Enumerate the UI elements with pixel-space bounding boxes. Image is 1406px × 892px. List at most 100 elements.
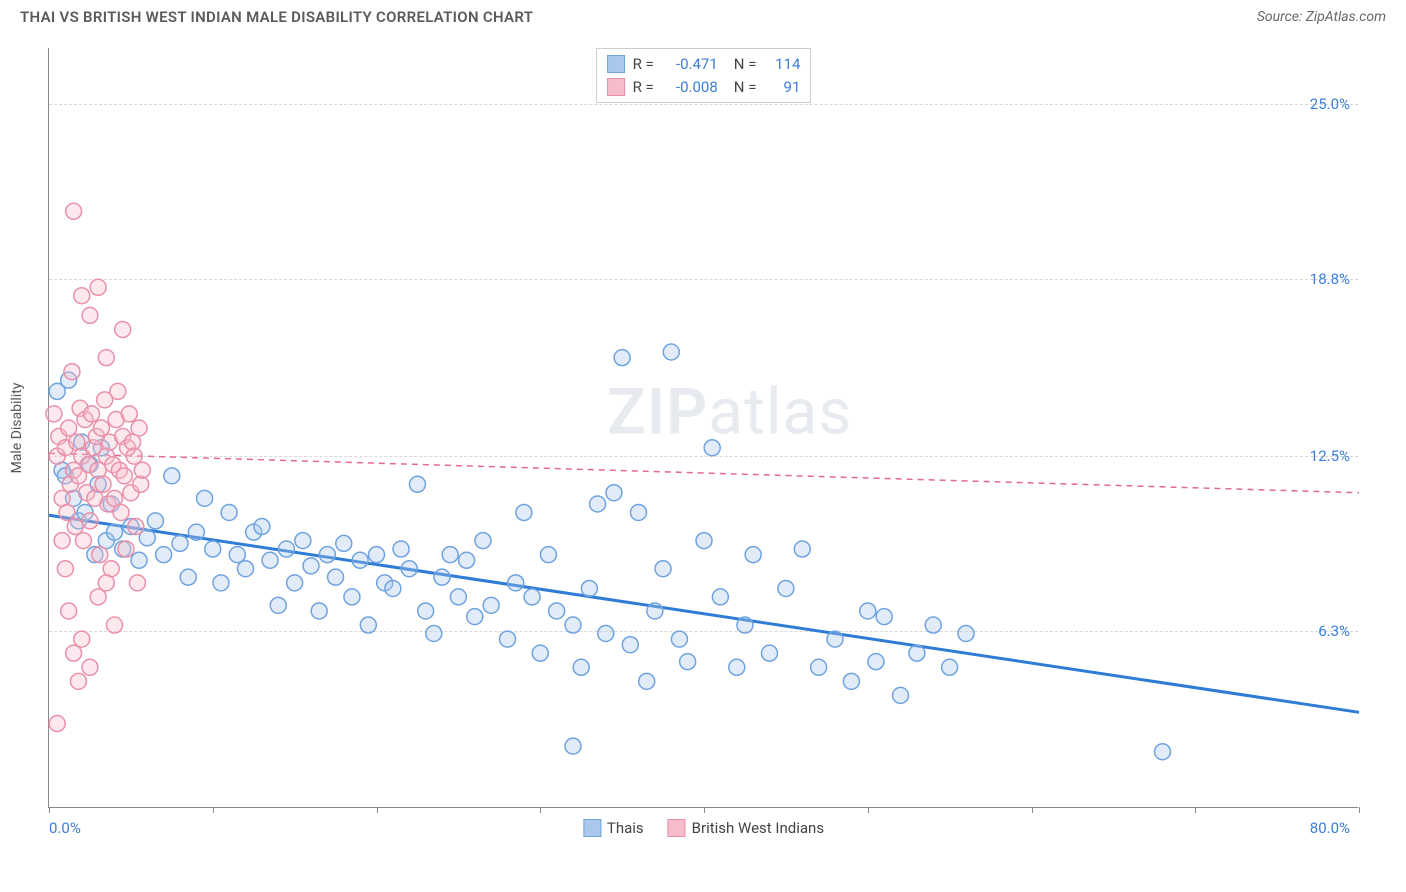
scatter-point-thais [303,558,319,574]
scatter-point-thais [663,344,679,360]
scatter-point-bwi [59,504,75,520]
scatter-point-thais [737,617,753,633]
chart-source: Source: ZipAtlas.com [1257,9,1386,25]
scatter-point-bwi [121,406,137,422]
chart-title: THAI VS BRITISH WEST INDIAN MALE DISABIL… [20,8,533,26]
scatter-point-thais [352,552,368,568]
scatter-point-bwi [98,575,114,591]
scatter-point-bwi [66,645,82,661]
scatter-point-thais [205,541,221,557]
scatter-point-thais [450,589,466,605]
legend-swatch-icon [607,55,625,73]
scatter-point-thais [467,609,483,625]
y-axis-title: Male Disability [9,382,25,473]
scatter-point-bwi [90,589,106,605]
legend-label: British West Indians [692,819,824,837]
scatter-point-thais [909,645,925,661]
scatter-point-thais [606,485,622,501]
scatter-point-bwi [113,504,129,520]
scatter-point-thais [393,541,409,557]
scatter-point-thais [278,541,294,557]
chart-plot-area: Male Disability 6.3%12.5%18.8%25.0% 0.0%… [48,48,1358,808]
scatter-point-bwi [118,541,134,557]
scatter-point-thais [426,625,442,641]
trend-line-bwi [49,453,1359,492]
r-value: -0.471 [662,53,718,76]
scatter-point-thais [958,625,974,641]
scatter-point-thais [254,519,270,535]
scatter-point-thais [549,603,565,619]
scatter-point-bwi [134,462,150,478]
scatter-point-thais [671,631,687,647]
x-tick [1359,807,1360,813]
scatter-point-thais [401,561,417,577]
scatter-point-thais [565,738,581,754]
scatter-point-thais [197,490,213,506]
scatter-point-bwi [110,383,126,399]
scatter-point-bwi [92,547,108,563]
scatter-point-thais [360,617,376,633]
x-tick [213,807,214,813]
scatter-point-thais [622,637,638,653]
scatter-point-thais [704,440,720,456]
scatter-point-thais [827,631,843,647]
scatter-point-bwi [95,476,111,492]
scatter-point-thais [156,547,172,563]
r-value: -0.008 [662,76,718,99]
scatter-point-thais [172,535,188,551]
scatter-point-thais [647,603,663,619]
scatter-point-bwi [49,716,65,732]
n-label: N = [734,53,757,76]
scatter-point-bwi [82,513,98,529]
scatter-svg [49,48,1358,807]
scatter-point-bwi [66,203,82,219]
x-tick [868,807,869,813]
scatter-point-thais [614,350,630,366]
series-legend: Thais British West Indians [583,819,824,837]
scatter-point-thais [508,575,524,591]
scatter-point-thais [336,535,352,551]
legend-stats-row-thais: R =-0.471N =114 [607,53,801,76]
scatter-point-bwi [115,321,131,337]
scatter-point-bwi [126,448,142,464]
scatter-point-thais [729,659,745,675]
scatter-point-thais [500,631,516,647]
scatter-point-thais [573,659,589,675]
scatter-point-thais [319,547,335,563]
scatter-point-thais [843,673,859,689]
scatter-point-thais [655,561,671,577]
scatter-point-thais [238,561,254,577]
scatter-point-bwi [82,659,98,675]
scatter-point-thais [540,547,556,563]
scatter-point-bwi [75,533,91,549]
legend-item: Thais [583,819,644,837]
x-tick [49,807,50,813]
scatter-point-thais [581,580,597,596]
scatter-point-thais [631,504,647,520]
scatter-point-thais [287,575,303,591]
x-tick [377,807,378,813]
scatter-point-bwi [128,519,144,535]
scatter-point-thais [860,603,876,619]
scatter-point-bwi [67,519,83,535]
scatter-point-thais [1155,744,1171,760]
scatter-point-thais [270,597,286,613]
r-label: R = [633,76,654,99]
scatter-point-bwi [90,279,106,295]
scatter-point-bwi [74,631,90,647]
scatter-point-thais [745,547,761,563]
scatter-point-thais [180,569,196,585]
scatter-point-bwi [61,420,77,436]
x-tick [1032,807,1033,813]
scatter-point-thais [369,547,385,563]
n-label: N = [734,76,757,99]
x-axis-min-label: 0.0% [49,819,81,837]
scatter-point-thais [221,504,237,520]
scatter-point-thais [680,654,696,670]
scatter-point-bwi [129,575,145,591]
scatter-point-thais [483,597,499,613]
scatter-point-bwi [116,468,132,484]
legend-swatch-icon [668,819,686,837]
legend-swatch-icon [583,819,601,837]
scatter-point-thais [229,547,245,563]
